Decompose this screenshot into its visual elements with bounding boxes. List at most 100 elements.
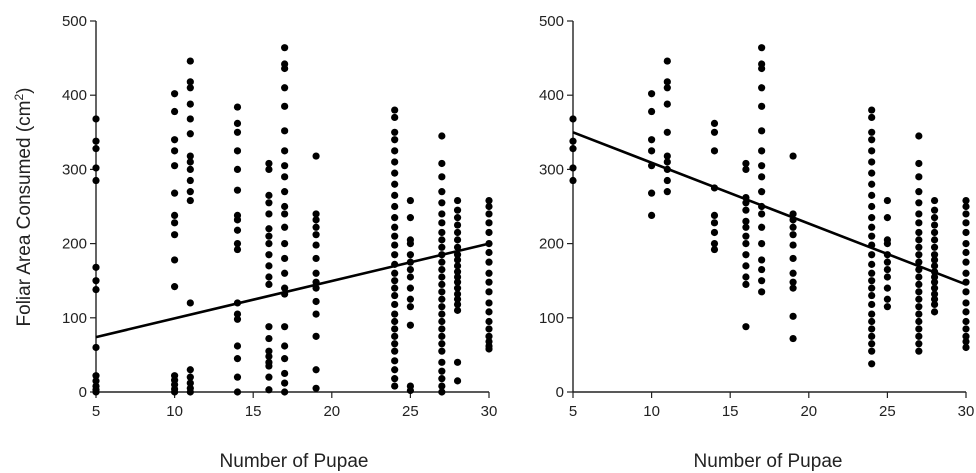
left-data-point <box>391 169 399 177</box>
right-data-point <box>663 78 671 86</box>
right-data-point <box>883 303 892 311</box>
left-data-point <box>186 100 194 108</box>
right-data-point <box>915 188 923 196</box>
right-data-point <box>868 277 876 285</box>
left-x-tick-label: 25 <box>402 403 419 420</box>
right-data-point <box>789 334 797 343</box>
left-data-point <box>265 165 273 173</box>
right-data-point <box>710 219 719 227</box>
right-data-point <box>883 240 892 248</box>
left-y-tick-label: 200 <box>62 236 87 253</box>
right-data-point <box>758 288 766 296</box>
left-data-point <box>485 325 493 333</box>
left-data-point <box>485 228 493 237</box>
right-data-point <box>789 284 797 292</box>
right-y-tick-label: 0 <box>556 384 564 401</box>
left-data-point <box>453 236 462 244</box>
left-data-point <box>391 300 399 309</box>
right-data-point <box>868 158 876 166</box>
right-data-point <box>663 158 671 166</box>
left-data-point <box>438 199 446 207</box>
right-data-point <box>663 152 671 160</box>
left-data-point <box>453 206 462 214</box>
right-data-point <box>915 210 923 218</box>
left-data-point <box>233 240 242 248</box>
left-data-point <box>453 196 462 205</box>
left-data-point <box>233 226 242 234</box>
left-data-point <box>281 202 289 211</box>
right-data-point <box>742 280 750 289</box>
left-data-point <box>485 219 493 227</box>
right-data-point <box>930 300 939 309</box>
left-data-point <box>391 325 399 333</box>
left-data-point <box>92 137 100 145</box>
left-data-point <box>281 355 289 363</box>
left-data-point <box>186 57 194 65</box>
left-data-point <box>233 128 242 136</box>
right-data-point <box>648 211 656 220</box>
right-data-point <box>868 340 876 348</box>
left-data-point <box>281 173 289 181</box>
left-data-point <box>233 147 242 155</box>
left-data-point <box>171 147 179 155</box>
left-data-point <box>453 284 462 292</box>
right-data-point <box>710 240 719 248</box>
left-y-tick-label: 300 <box>62 161 87 178</box>
left-data-point <box>186 373 194 381</box>
right-data-point <box>710 211 719 220</box>
left-data-point <box>265 199 273 207</box>
right-data-point <box>710 228 719 237</box>
right-data-point <box>962 299 970 307</box>
left-data-point <box>438 288 446 296</box>
right-data-point <box>883 295 892 303</box>
left-data-point <box>92 176 100 185</box>
right-data-point <box>915 199 923 207</box>
left-y-axis-title: Foliar Area Consumed (cm2) <box>12 88 35 327</box>
right-data-point <box>648 147 656 155</box>
left-data-point <box>233 103 242 111</box>
right-data-point <box>930 251 939 259</box>
left-data-point <box>438 382 446 390</box>
left-data-point <box>281 127 289 135</box>
left-data-point <box>233 165 242 173</box>
right-data-point <box>648 107 656 116</box>
left-data-point <box>312 366 320 374</box>
right-data-point <box>868 260 876 268</box>
left-data-point <box>281 369 289 378</box>
right-data-point <box>742 323 750 331</box>
right-data-point <box>930 243 939 251</box>
left-data-point <box>171 136 179 144</box>
left-data-point <box>438 388 446 396</box>
right-data-point <box>663 100 671 108</box>
left-data-point <box>391 147 399 155</box>
right-data-point <box>742 159 750 168</box>
right-data-point <box>962 317 970 326</box>
right-data-point <box>758 44 766 52</box>
right-data-point <box>742 217 750 225</box>
right-data-point <box>868 180 876 188</box>
right-data-point <box>663 188 671 196</box>
left-data-point <box>92 145 100 153</box>
left-data-point <box>281 147 289 155</box>
left-data-point <box>265 210 273 218</box>
left-data-point <box>438 228 446 237</box>
right-data-point <box>930 290 939 298</box>
left-data-point <box>281 323 289 331</box>
right-x-tick-label: 30 <box>958 403 975 420</box>
right-data-point <box>663 57 671 65</box>
left-data-point <box>233 216 242 224</box>
left-data-point <box>391 277 399 285</box>
left-data-point <box>233 310 242 318</box>
right-data-point <box>915 273 923 281</box>
left-data-point <box>438 159 446 168</box>
right-data-point <box>868 291 876 300</box>
right-data-point <box>742 273 750 281</box>
left-data-point <box>233 119 242 127</box>
left-data-point <box>281 188 289 196</box>
left-data-point <box>312 297 320 306</box>
left-data-point <box>438 280 446 289</box>
right-data-point <box>962 288 970 296</box>
left-data-point <box>406 273 414 281</box>
right-data-point <box>962 228 970 237</box>
left-data-point <box>391 347 399 355</box>
